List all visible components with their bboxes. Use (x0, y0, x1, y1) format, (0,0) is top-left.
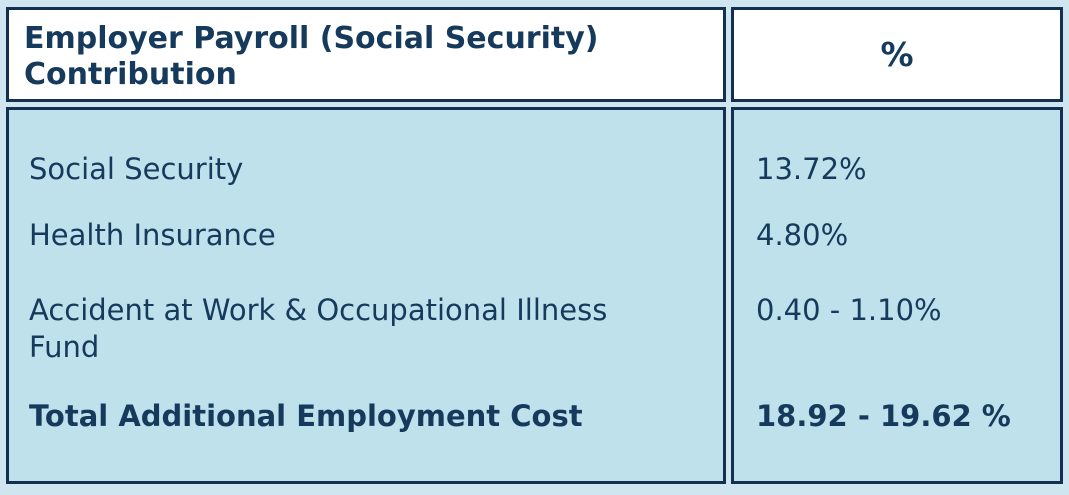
table-row-value-social-security: 13.72% (756, 151, 1052, 217)
table-header-contribution: Employer Payroll (Social Security) Contr… (6, 7, 726, 102)
row-label: Health Insurance (29, 218, 276, 252)
table-row-label-accident-fund: Accident at Work & Occupational Illness … (29, 292, 707, 398)
row-label: Accident at Work & Occupational Illness … (29, 293, 608, 364)
table-row-label-total-cost: Total Additional Employment Cost (29, 398, 707, 435)
row-value: 13.72% (756, 152, 867, 186)
table-row-value-accident-fund: 0.40 - 1.10% (756, 292, 1052, 398)
table-header-percent-label: % (880, 35, 914, 74)
row-value: 18.92 - 19.62 % (756, 399, 1011, 433)
table-row-value-health-insurance: 4.80% (756, 217, 1052, 292)
table-row-value-total-cost: 18.92 - 19.62 % (756, 398, 1052, 435)
payroll-contribution-table: Employer Payroll (Social Security) Contr… (6, 7, 1063, 484)
row-label: Total Additional Employment Cost (29, 399, 583, 433)
table-row-label-health-insurance: Health Insurance (29, 217, 707, 292)
contribution-labels-column: Social Security Health Insurance Acciden… (6, 107, 726, 484)
table-row-label-social-security: Social Security (29, 151, 707, 217)
table-header-contribution-label: Employer Payroll (Social Security) Contr… (24, 21, 599, 92)
row-value: 4.80% (756, 218, 849, 252)
table-header-percent: % (731, 7, 1063, 102)
row-value: 0.40 - 1.10% (756, 293, 942, 327)
row-label: Social Security (29, 152, 244, 186)
contribution-values-column: 13.72% 4.80% 0.40 - 1.10% 18.92 - 19.62 … (731, 107, 1063, 484)
